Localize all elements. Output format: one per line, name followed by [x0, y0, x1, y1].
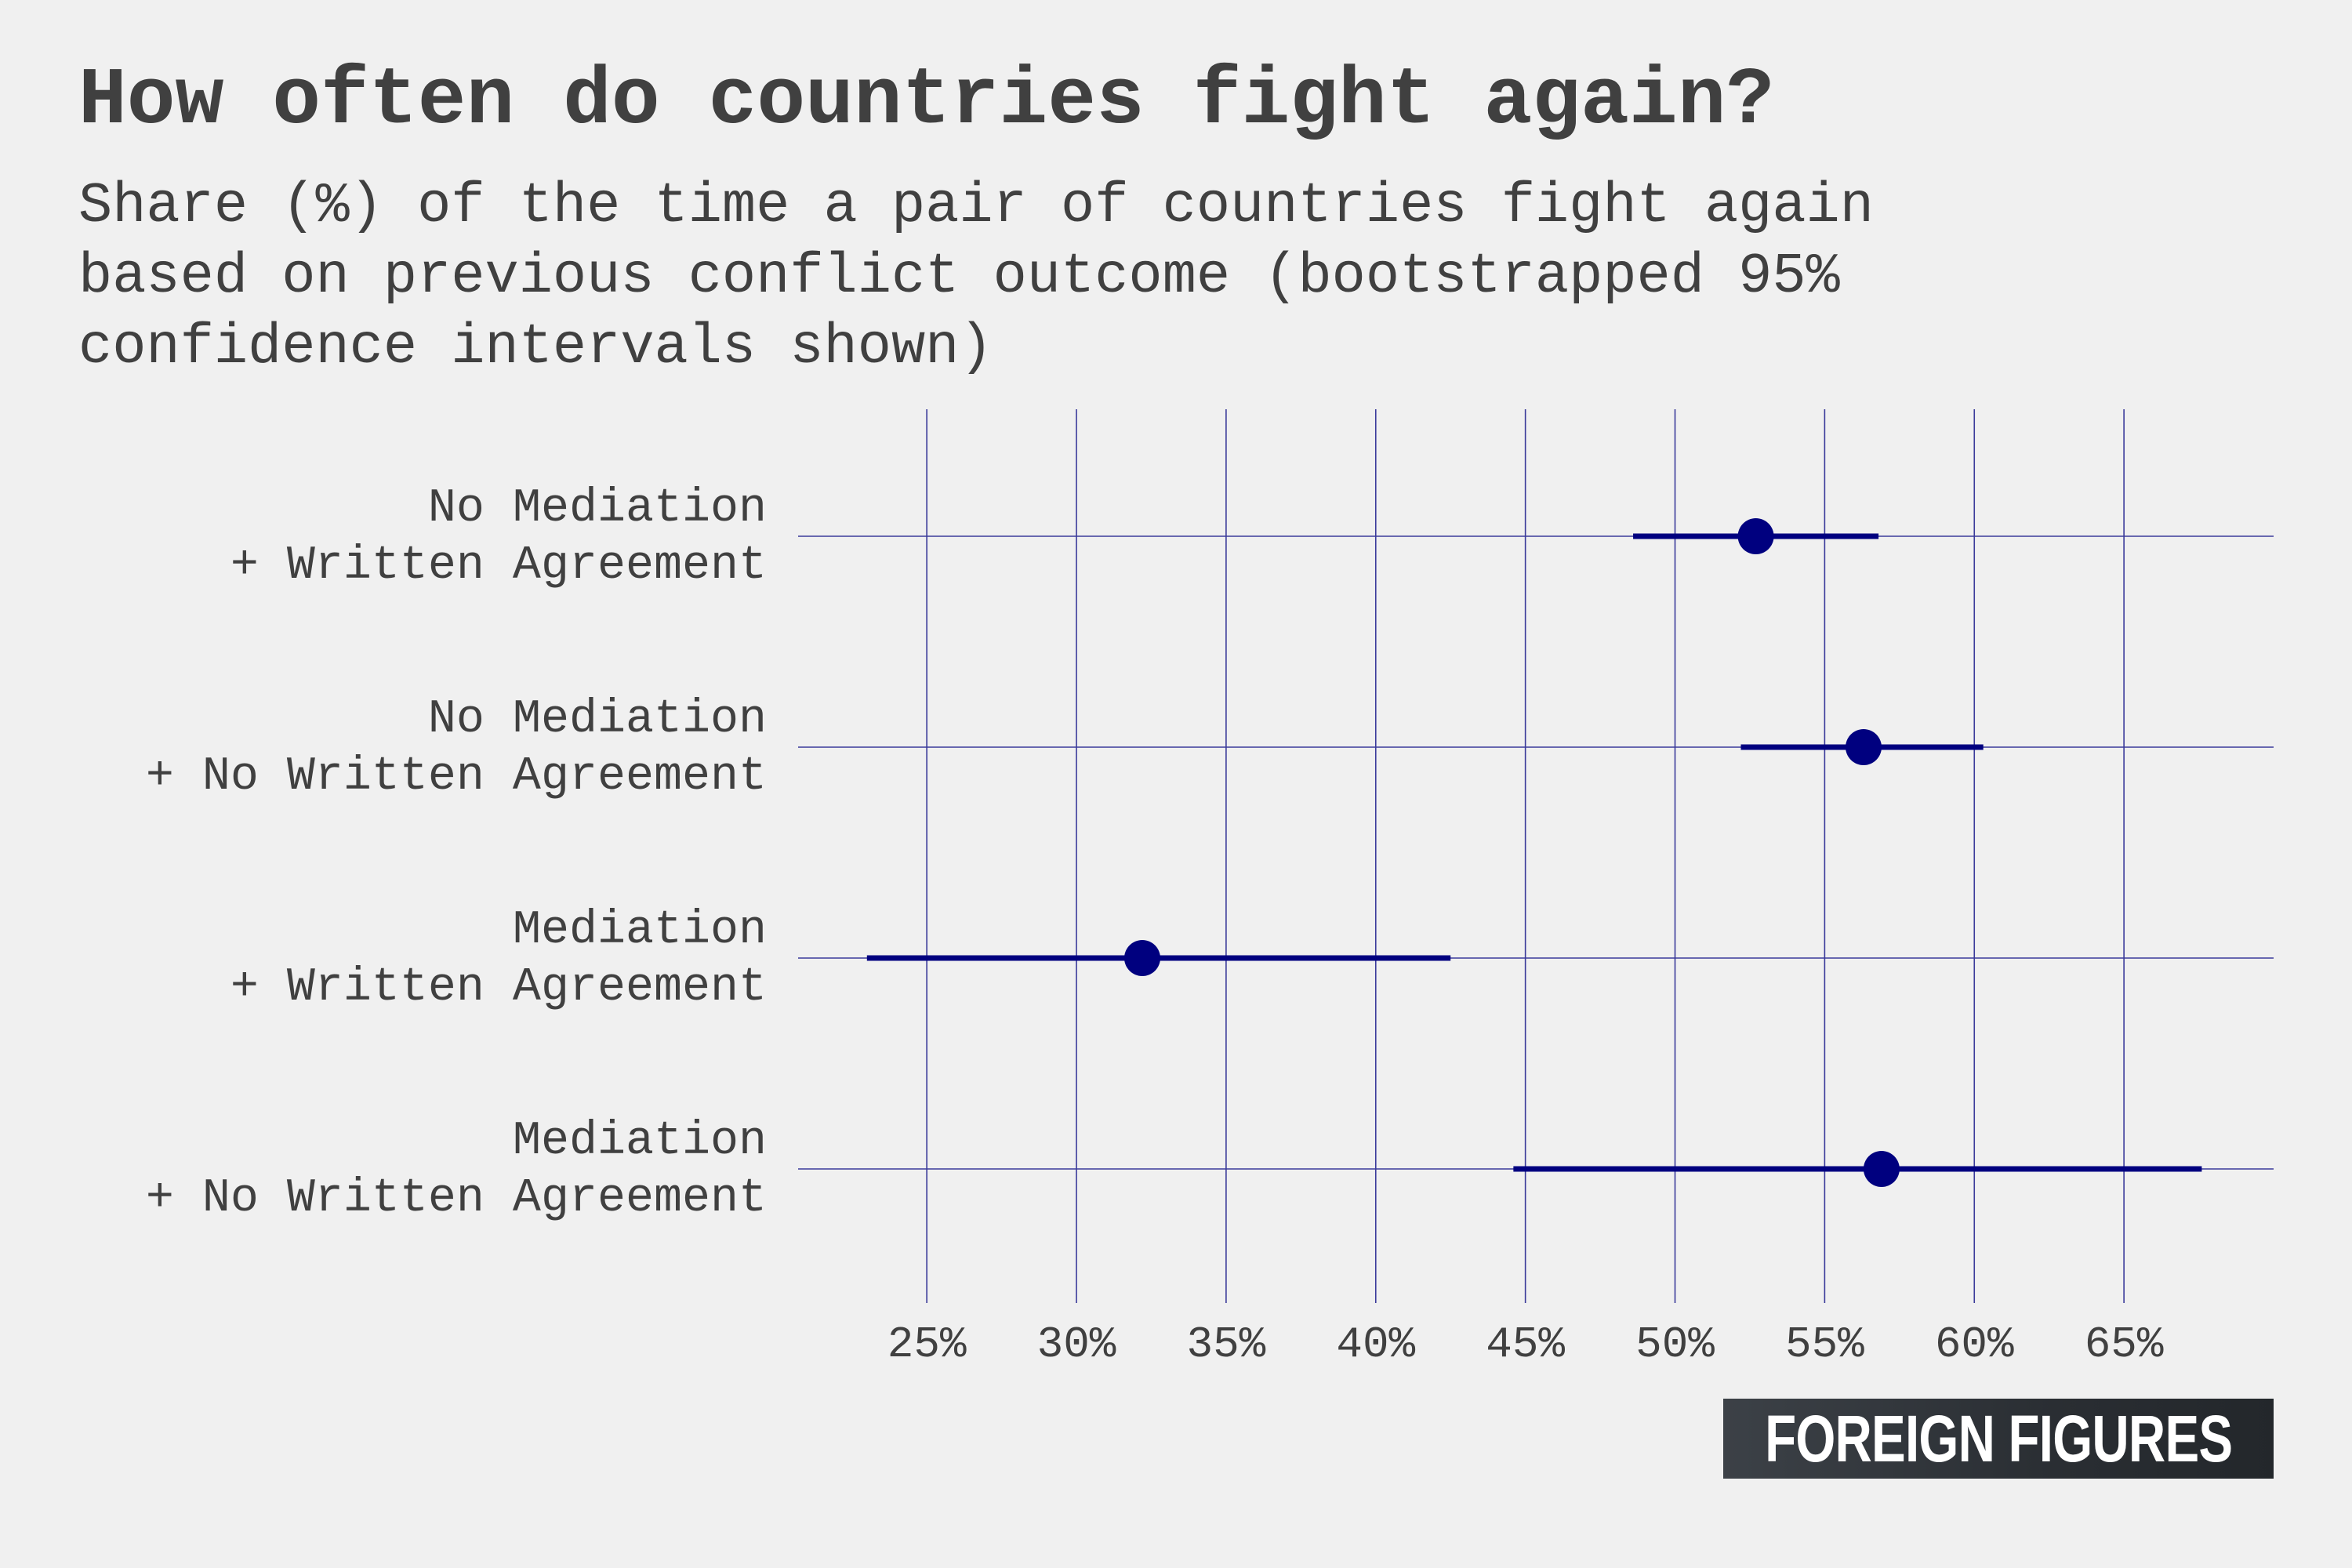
chart-title: How often do countries fight again? [78, 55, 1775, 147]
category-label: Mediation + No Written Agreement [146, 1115, 767, 1225]
estimate-point [1124, 940, 1161, 976]
logo-text: FOREIGN FIGURES [1764, 1401, 2233, 1475]
category-label-line: Mediation [513, 904, 767, 957]
subtitle-line: based on previous conflict outcome (boot… [78, 245, 1840, 309]
category-label-line: + Written Agreement [230, 539, 767, 593]
category-label-line: + No Written Agreement [146, 1172, 767, 1225]
foreign-figures-logo: FOREIGN FIGURES [1723, 1399, 2274, 1479]
x-tick-label: 65% [2085, 1319, 2164, 1370]
category-label-line: + No Written Agreement [146, 750, 767, 804]
estimate-point [1846, 729, 1882, 765]
category-label: No Mediation + Written Agreement [230, 482, 767, 593]
category-label-line: No Mediation [428, 482, 767, 535]
subtitle-line: Share (%) of the time a pair of countrie… [78, 174, 1874, 238]
chart-subtitle: Share (%) of the time a pair of countrie… [78, 171, 2274, 383]
points [1124, 518, 1900, 1187]
category-label-line: No Mediation [428, 693, 767, 746]
estimate-point [1737, 518, 1774, 554]
x-tick-label: 55% [1785, 1319, 1864, 1370]
x-tick-label: 50% [1635, 1319, 1715, 1370]
intervals [866, 533, 2202, 1172]
x-tick-label: 45% [1486, 1319, 1565, 1370]
estimate-point [1863, 1151, 1900, 1187]
x-tick-label: 35% [1186, 1319, 1265, 1370]
x-tick-label: 30% [1037, 1319, 1116, 1370]
x-tick-label: 60% [1935, 1319, 2014, 1370]
category-label: Mediation + Written Agreement [230, 904, 767, 1014]
category-label-line: + Written Agreement [230, 961, 767, 1014]
subtitle-line: confidence intervals shown) [78, 315, 993, 379]
category-label-line: Mediation [513, 1115, 767, 1168]
x-tick-label: 40% [1336, 1319, 1415, 1370]
x-axis-ticks: 25% 30% 35% 40% 45% 50% 55% 60% 65% [887, 1319, 2164, 1370]
category-label: No Mediation + No Written Agreement [146, 693, 767, 804]
x-tick-label: 25% [887, 1319, 967, 1370]
